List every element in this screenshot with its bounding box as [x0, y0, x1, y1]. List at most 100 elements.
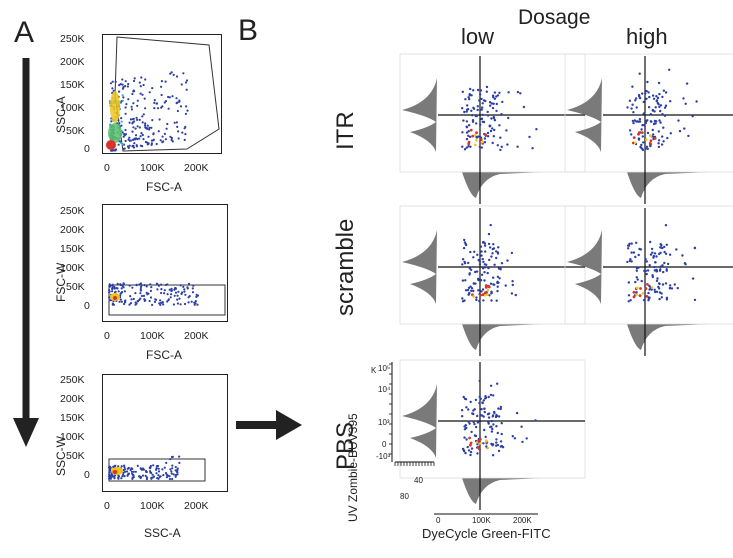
event-dot	[150, 126, 153, 129]
scramble-high-event-dot	[644, 269, 647, 273]
plot2-ytick: 200K	[60, 224, 85, 236]
itr-high-event-dot	[656, 102, 660, 105]
event-dot	[174, 291, 178, 294]
event-dot	[134, 470, 137, 473]
scramble-low-event-dot	[511, 280, 514, 283]
itr-low-event-dot	[519, 92, 522, 95]
itr-low-event-dot	[495, 95, 498, 98]
event-dot	[123, 466, 126, 469]
plot2-density-red	[113, 296, 117, 300]
event-dot	[121, 290, 124, 294]
itr-low-y-histogram	[402, 78, 437, 152]
pbs-event-dot	[462, 395, 465, 399]
pbs-x-histogram	[462, 478, 545, 504]
scramble-high-event-dot	[627, 300, 630, 303]
scramble-high-event-dot	[632, 295, 636, 299]
plot2-xtick: 200K	[184, 330, 209, 342]
scramble-high-event-dot	[661, 264, 664, 267]
scramble-low-event-dot	[487, 266, 490, 270]
event-dot	[151, 87, 154, 90]
event-dot	[108, 471, 111, 474]
scramble-high-event-dot	[646, 283, 649, 286]
event-dot	[176, 473, 179, 476]
itr-high-event-dot	[677, 119, 680, 122]
event-dot	[169, 72, 172, 75]
pbs-event-dot	[472, 409, 475, 412]
event-dot	[171, 477, 174, 481]
pbs-event-dot	[468, 422, 471, 425]
scramble-high-event-dot	[664, 224, 668, 227]
event-dot	[138, 118, 141, 121]
itr-low-event-dot	[475, 139, 478, 142]
event-dot	[144, 122, 147, 125]
event-dot	[145, 291, 148, 294]
scramble-low-event-dot	[472, 289, 475, 293]
right-arrow-head	[276, 410, 302, 440]
itr-low-event-dot	[507, 91, 510, 94]
event-dot	[113, 477, 116, 480]
itr-high-event-dot	[678, 129, 682, 133]
event-dot	[119, 298, 122, 301]
itr-high-event-dot	[653, 110, 656, 113]
event-dot	[172, 303, 175, 306]
scramble-low-event-dot	[470, 287, 474, 290]
scramble-low-event-dot	[463, 299, 466, 302]
pbs-event-dot	[487, 412, 491, 415]
scramble-high-event-dot	[648, 288, 651, 291]
event-dot	[113, 475, 116, 478]
itr-low-event-dot	[469, 128, 473, 132]
event-dot	[156, 283, 159, 286]
event-dot	[134, 303, 137, 306]
event-dot	[146, 124, 149, 127]
event-dot	[121, 143, 124, 146]
event-dot	[170, 293, 173, 296]
itr-low-event-dot	[465, 120, 469, 123]
itr-low-event-dot	[479, 89, 483, 92]
event-dot	[152, 475, 156, 478]
scramble-high-event-dot	[627, 294, 631, 297]
itr-high-event-dot	[657, 139, 661, 142]
event-dot	[183, 288, 186, 291]
plot1-ytick: 0	[84, 143, 90, 155]
event-dot	[132, 297, 135, 301]
event-dot	[142, 83, 145, 87]
event-dot	[135, 116, 138, 119]
scramble-low-event-dot	[484, 291, 487, 295]
itr-low-event-dot	[490, 117, 493, 120]
pbs-event-dot	[470, 447, 474, 450]
pbs-event-dot	[476, 414, 479, 418]
pbs-event-dot	[478, 395, 481, 399]
event-dot	[155, 142, 158, 146]
scramble-low-event-dot	[473, 250, 476, 253]
event-dot	[152, 464, 155, 467]
scramble-high-event-dot	[663, 261, 666, 265]
event-dot	[124, 80, 127, 83]
event-dot	[162, 474, 165, 477]
event-dot	[147, 135, 150, 138]
event-dot	[144, 107, 147, 110]
event-dot	[108, 474, 111, 477]
event-dot	[165, 461, 168, 464]
event-dot	[148, 128, 151, 131]
event-dot	[111, 290, 114, 293]
pbs-event-dot	[460, 409, 464, 412]
itr-high-event-dot	[637, 137, 641, 140]
event-dot	[173, 294, 176, 297]
plot1-ytick: 150K	[60, 79, 85, 91]
event-dot	[155, 102, 158, 105]
pbs-event-dot	[461, 415, 464, 418]
event-dot	[108, 283, 111, 286]
event-dot	[142, 294, 146, 297]
scramble-high-event-dot	[661, 283, 665, 286]
scramble-high-event-dot	[693, 246, 697, 249]
scramble-high-event-dot	[632, 251, 636, 254]
itr-low-event-dot	[496, 144, 499, 147]
event-dot	[140, 294, 144, 298]
event-dot	[108, 299, 111, 302]
event-dot	[123, 475, 126, 478]
event-dot	[148, 299, 151, 303]
pbs-event-dot	[487, 395, 490, 399]
itr-low-event-dot	[492, 102, 495, 106]
itr-low-event-dot	[482, 120, 486, 124]
event-dot	[176, 302, 179, 305]
